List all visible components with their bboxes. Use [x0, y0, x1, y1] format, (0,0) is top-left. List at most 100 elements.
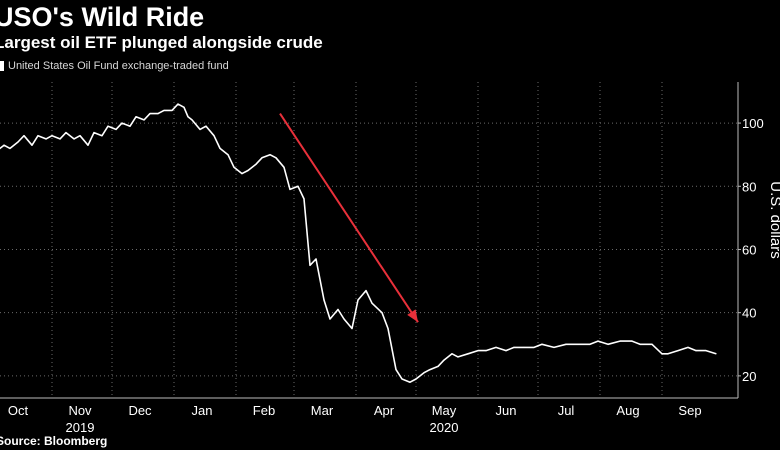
series-line — [0, 103, 717, 384]
data-point — [149, 113, 151, 115]
data-point — [619, 340, 621, 342]
data-point — [297, 185, 299, 187]
data-point — [631, 340, 633, 342]
data-point — [401, 378, 403, 380]
data-point — [315, 258, 317, 260]
data-point — [129, 125, 131, 127]
data-point — [289, 188, 291, 191]
legend-label: United States Oil Fund exchange-traded f… — [8, 60, 229, 72]
x-tick-label: Jun — [496, 403, 517, 418]
data-point — [437, 365, 439, 367]
y-tick-label: 40 — [742, 306, 756, 321]
data-point — [163, 109, 165, 112]
data-point — [323, 299, 325, 301]
data-point — [695, 350, 697, 352]
x-year-label: 2019 — [66, 420, 95, 435]
x-tick-label: Jul — [558, 403, 575, 418]
data-point — [87, 144, 89, 146]
data-point — [565, 343, 567, 345]
data-point — [199, 128, 201, 130]
data-point — [541, 343, 543, 345]
data-point — [73, 138, 75, 140]
data-point — [715, 353, 717, 355]
data-point — [51, 135, 53, 137]
x-tick-label: Apr — [374, 403, 395, 418]
x-tick-label: Jan — [192, 403, 213, 418]
data-point — [451, 353, 453, 355]
data-point — [423, 372, 425, 374]
data-point — [45, 138, 47, 140]
legend-swatch — [0, 61, 4, 71]
chart-subtitle: Largest oil ETF plunged alongside crude — [0, 33, 323, 52]
data-point — [107, 125, 109, 127]
data-point — [387, 327, 389, 330]
data-point — [533, 346, 535, 349]
data-point — [395, 368, 397, 371]
data-point — [3, 144, 5, 146]
data-point — [79, 135, 81, 137]
data-point — [157, 113, 159, 115]
data-point — [247, 169, 249, 172]
data-point — [523, 346, 525, 349]
data-point — [429, 368, 431, 371]
data-point — [357, 299, 359, 301]
x-tick-label: Sep — [678, 403, 701, 418]
data-point — [303, 198, 305, 200]
x-year-label: 2020 — [430, 420, 459, 435]
data-point — [115, 128, 117, 130]
data-point — [9, 147, 11, 149]
data-point — [177, 103, 179, 105]
data-point — [59, 138, 61, 140]
y-tick-label: 60 — [742, 242, 756, 257]
data-point — [415, 378, 417, 380]
x-tick-label: Aug — [616, 403, 639, 418]
data-point — [687, 346, 689, 349]
data-point — [309, 264, 311, 266]
data-point — [409, 381, 411, 383]
data-point — [23, 135, 25, 137]
data-point — [505, 350, 507, 352]
y-tick-label: 80 — [742, 179, 756, 194]
data-point — [187, 116, 189, 118]
data-point — [351, 327, 353, 330]
data-point — [705, 350, 707, 352]
x-tick-label: Dec — [128, 403, 152, 418]
data-point — [31, 144, 33, 146]
data-point — [337, 308, 339, 311]
data-point — [121, 122, 123, 124]
data-point — [101, 135, 103, 137]
data-point — [467, 353, 469, 355]
data-point — [241, 173, 243, 175]
data-point — [485, 350, 487, 352]
y-axis-label: U.S. dollars — [767, 181, 780, 259]
data-point — [329, 318, 331, 320]
data-point — [205, 125, 207, 127]
data-point — [213, 135, 215, 137]
data-point — [513, 346, 515, 349]
data-point — [143, 119, 145, 121]
y-tick-label: 20 — [742, 369, 756, 384]
data-point — [443, 359, 445, 361]
data-point — [37, 135, 39, 137]
data-point — [17, 141, 19, 143]
data-point — [275, 157, 277, 159]
data-point — [135, 116, 137, 118]
trend-arrow-head — [407, 309, 418, 323]
legend: United States Oil Fund exchange-traded f… — [0, 60, 229, 72]
data-point — [597, 340, 599, 342]
chart-title: USO's Wild Ride — [0, 2, 205, 32]
x-tick-label: May — [432, 403, 457, 418]
source-note: Source: Bloomberg — [0, 434, 108, 448]
data-point — [261, 157, 263, 159]
data-point — [227, 154, 229, 156]
x-tick-label: Oct — [8, 403, 29, 418]
data-point — [607, 343, 609, 345]
data-point — [577, 343, 579, 345]
data-point — [589, 343, 591, 345]
data-point — [661, 353, 663, 355]
data-point — [477, 350, 479, 352]
data-point — [371, 302, 373, 304]
y-tick-label: 100 — [742, 116, 764, 131]
data-point — [233, 166, 235, 168]
